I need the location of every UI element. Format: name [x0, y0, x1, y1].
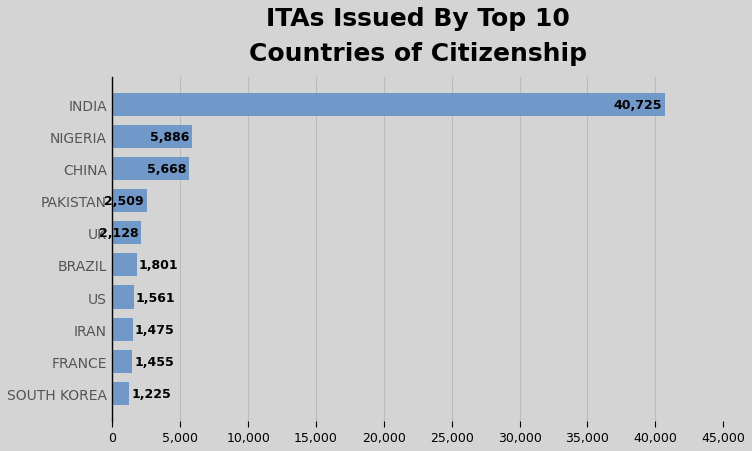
Bar	[113, 286, 134, 309]
Bar	[113, 254, 137, 277]
Text: 5,886: 5,886	[150, 130, 190, 143]
Text: 1,561: 1,561	[135, 291, 175, 304]
Bar	[113, 318, 132, 341]
Bar	[113, 222, 141, 245]
Bar	[113, 189, 147, 213]
Text: 2,509: 2,509	[105, 195, 144, 207]
Bar	[113, 382, 129, 405]
Bar	[113, 93, 665, 116]
Bar	[113, 125, 193, 148]
Text: 5,668: 5,668	[147, 163, 186, 175]
Text: 1,801: 1,801	[139, 259, 178, 272]
Text: 1,455: 1,455	[135, 355, 174, 368]
Text: 1,475: 1,475	[135, 323, 174, 336]
Text: 1,225: 1,225	[131, 387, 171, 400]
Bar	[113, 157, 190, 181]
Text: 40,725: 40,725	[614, 98, 663, 111]
Title: ITAs Issued By Top 10
Countries of Citizenship: ITAs Issued By Top 10 Countries of Citiz…	[249, 7, 587, 66]
Text: 2,128: 2,128	[99, 227, 138, 240]
Bar	[113, 350, 132, 373]
